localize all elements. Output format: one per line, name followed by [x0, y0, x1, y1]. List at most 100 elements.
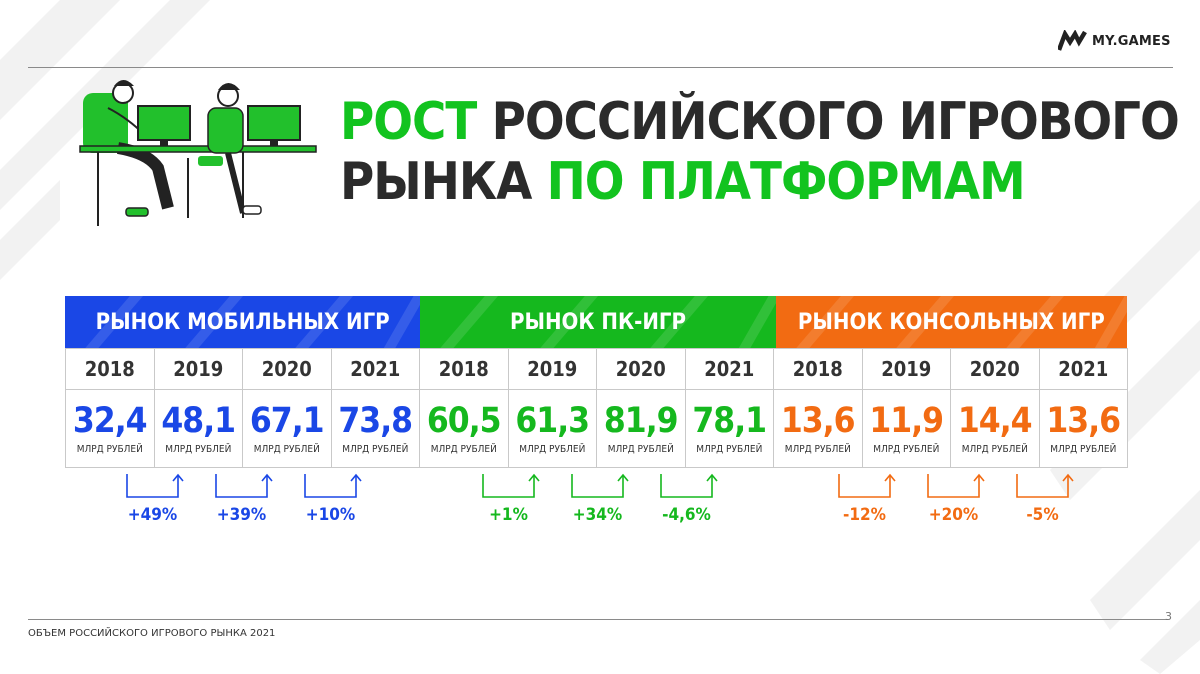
year-row: 2018 2019 2020 2021 2018 2019 2020 2021 2018 2019… [65, 348, 1128, 390]
year-cell: 2021 [1038, 348, 1128, 390]
growth-label: -5% [1026, 505, 1059, 525]
gamers-illustration [79, 80, 317, 226]
growth-arrowhead [617, 473, 629, 482]
growth-arrowhead [261, 473, 273, 482]
growth-arrowhead [706, 473, 718, 482]
value-cell: 60,5 МЛРД РУБЛЕЙ [419, 389, 509, 468]
growth-label: +10% [305, 505, 356, 525]
unit-label: МЛРД РУБЛЕЙ [342, 444, 409, 455]
monitor-right-icon [247, 105, 301, 146]
unit-label: МЛРД РУБЛЕЙ [696, 444, 763, 455]
growth-label: +49% [127, 505, 178, 525]
group-headers: РЫНОК МОБИЛЬНЫХ ИГР РЫНОК ПК-ИГР РЫНОК КОН… [65, 296, 1127, 348]
bottom-divider [28, 619, 1168, 620]
group-header-label: РЫНОК ПК-ИГР [509, 309, 687, 335]
growth-label: +34% [572, 505, 623, 525]
market-value: 61,3 [515, 401, 590, 441]
value-cell: 61,3 МЛРД РУБЛЕЙ [507, 389, 597, 468]
year-cell: 2019 [507, 348, 597, 390]
year-cell: 2020 [242, 348, 332, 390]
header-texture [440, 296, 776, 348]
title-line1-dark: РОССИЙСКОГО ИГРОВОГО [476, 92, 1180, 152]
growth-arrowhead [884, 473, 896, 482]
market-value: 13,6 [780, 401, 856, 441]
unit-label: МЛРД РУБЛЕЙ [961, 444, 1028, 455]
year-cell: 2020 [950, 348, 1040, 390]
growth-arrowhead [973, 473, 985, 482]
value-cell: 81,9 МЛРД РУБЛЕЙ [596, 389, 686, 468]
year-cell: 2021 [330, 348, 420, 390]
growth-arrow [482, 474, 535, 498]
logo-text: MY.GAMES [1092, 33, 1171, 49]
market-value: 60,5 [426, 401, 502, 441]
growth-label: -12% [843, 505, 886, 525]
year-cell: 2018 [65, 348, 155, 390]
group-header-2: РЫНОК КОНСОЛЬНЫХ ИГР [775, 296, 1127, 348]
value-row: 32,4 МЛРД РУБЛЕЙ 48,1 МЛРД РУБЛЕЙ 67,1 МЛРД Р… [65, 389, 1128, 468]
year-cell: 2018 [419, 348, 509, 390]
growth-arrow [927, 474, 980, 498]
growth-arrow [215, 474, 268, 498]
year-cell: 2019 [861, 348, 951, 390]
unit-label: МЛРД РУБЛЕЙ [253, 444, 320, 455]
growth-label: +39% [216, 505, 267, 525]
growth-arrowhead [172, 473, 184, 482]
value-cell: 11,9 МЛРД РУБЛЕЙ [861, 389, 951, 468]
market-value: 73,8 [338, 401, 413, 441]
group-header-0: РЫНОК МОБИЛЬНЫХ ИГР [65, 296, 421, 348]
unit-label: МЛРД РУБЛЕЙ [873, 444, 940, 455]
growth-label: +1% [489, 505, 528, 525]
title-line1-green: РОСТ [340, 92, 477, 152]
unit-label: МЛРД РУБЛЕЙ [1050, 444, 1117, 455]
growth-arrow [571, 474, 624, 498]
market-value: 67,1 [249, 401, 325, 441]
market-value: 14,4 [957, 401, 1033, 441]
value-cell: 48,1 МЛРД РУБЛЕЙ [153, 389, 243, 468]
year-cell: 2019 [153, 348, 243, 390]
value-cell: 14,4 МЛРД РУБЛЕЙ [950, 389, 1040, 468]
group-header-label: РЫНОК КОНСОЛЬНЫХ ИГР [797, 309, 1105, 335]
growth-label: -4,6% [662, 505, 711, 525]
title-line2-green: ПО ПЛАТФОРМАМ [546, 152, 1026, 212]
top-divider [28, 67, 1173, 68]
value-cell: 73,8 МЛРД РУБЛЕЙ [330, 389, 420, 468]
page-number: 3 [1165, 610, 1172, 623]
market-table: РЫНОК МОБИЛЬНЫХ ИГР РЫНОК ПК-ИГР РЫНОК КОН… [65, 296, 1128, 468]
growth-arrowhead [528, 473, 540, 482]
growth-arrow [304, 474, 357, 498]
market-value: 32,4 [72, 401, 148, 441]
page-title: РОСТ РОССИЙСКОГО ИГРОВОГО РЫНКА ПО ПЛАТФ… [340, 92, 1180, 212]
title-line2-dark: РЫНКА [340, 152, 547, 212]
growth-arrowhead [1062, 473, 1074, 482]
market-value: 11,9 [869, 401, 944, 441]
unit-label: МЛРД РУБЛЕЙ [784, 444, 851, 455]
unit-label: МЛРД РУБЛЕЙ [607, 444, 674, 455]
market-value: 81,9 [603, 401, 679, 441]
value-cell: 13,6 МЛРД РУБЛЕЙ [773, 389, 863, 468]
unit-label: МЛРД РУБЛЕЙ [519, 444, 586, 455]
growth-label: +20% [928, 505, 979, 525]
growth-arrows [126, 473, 1074, 498]
footer-text: ОБЪЕМ РОССИЙСКОГО ИГРОВОГО РЫНКА 2021 [28, 628, 276, 639]
year-cell: 2018 [773, 348, 863, 390]
my-games-logo-icon [1058, 30, 1087, 51]
market-value: 48,1 [161, 401, 236, 441]
value-cell: 13,6 МЛРД РУБЛЕЙ [1038, 389, 1128, 468]
unit-label: МЛРД РУБЛЕЙ [76, 444, 143, 455]
group-header-1: РЫНОК ПК-ИГР [420, 296, 776, 348]
market-value: 78,1 [692, 401, 767, 441]
year-cell: 2021 [684, 348, 774, 390]
growth-arrowhead [350, 473, 362, 482]
person-right-icon [187, 83, 262, 218]
group-header-label: РЫНОК МОБИЛЬНЫХ ИГР [95, 309, 390, 335]
growth-arrow [1016, 474, 1069, 498]
value-cell: 78,1 МЛРД РУБЛЕЙ [684, 389, 774, 468]
growth-arrow [838, 474, 891, 498]
brand-logo: MY.GAMES [1058, 30, 1171, 52]
unit-label: МЛРД РУБЛЕЙ [165, 444, 232, 455]
market-value: 13,6 [1046, 401, 1121, 441]
header-texture [795, 296, 1127, 348]
unit-label: МЛРД РУБЛЕЙ [430, 444, 497, 455]
monitor-left-icon [137, 105, 191, 146]
header-texture [85, 296, 421, 348]
